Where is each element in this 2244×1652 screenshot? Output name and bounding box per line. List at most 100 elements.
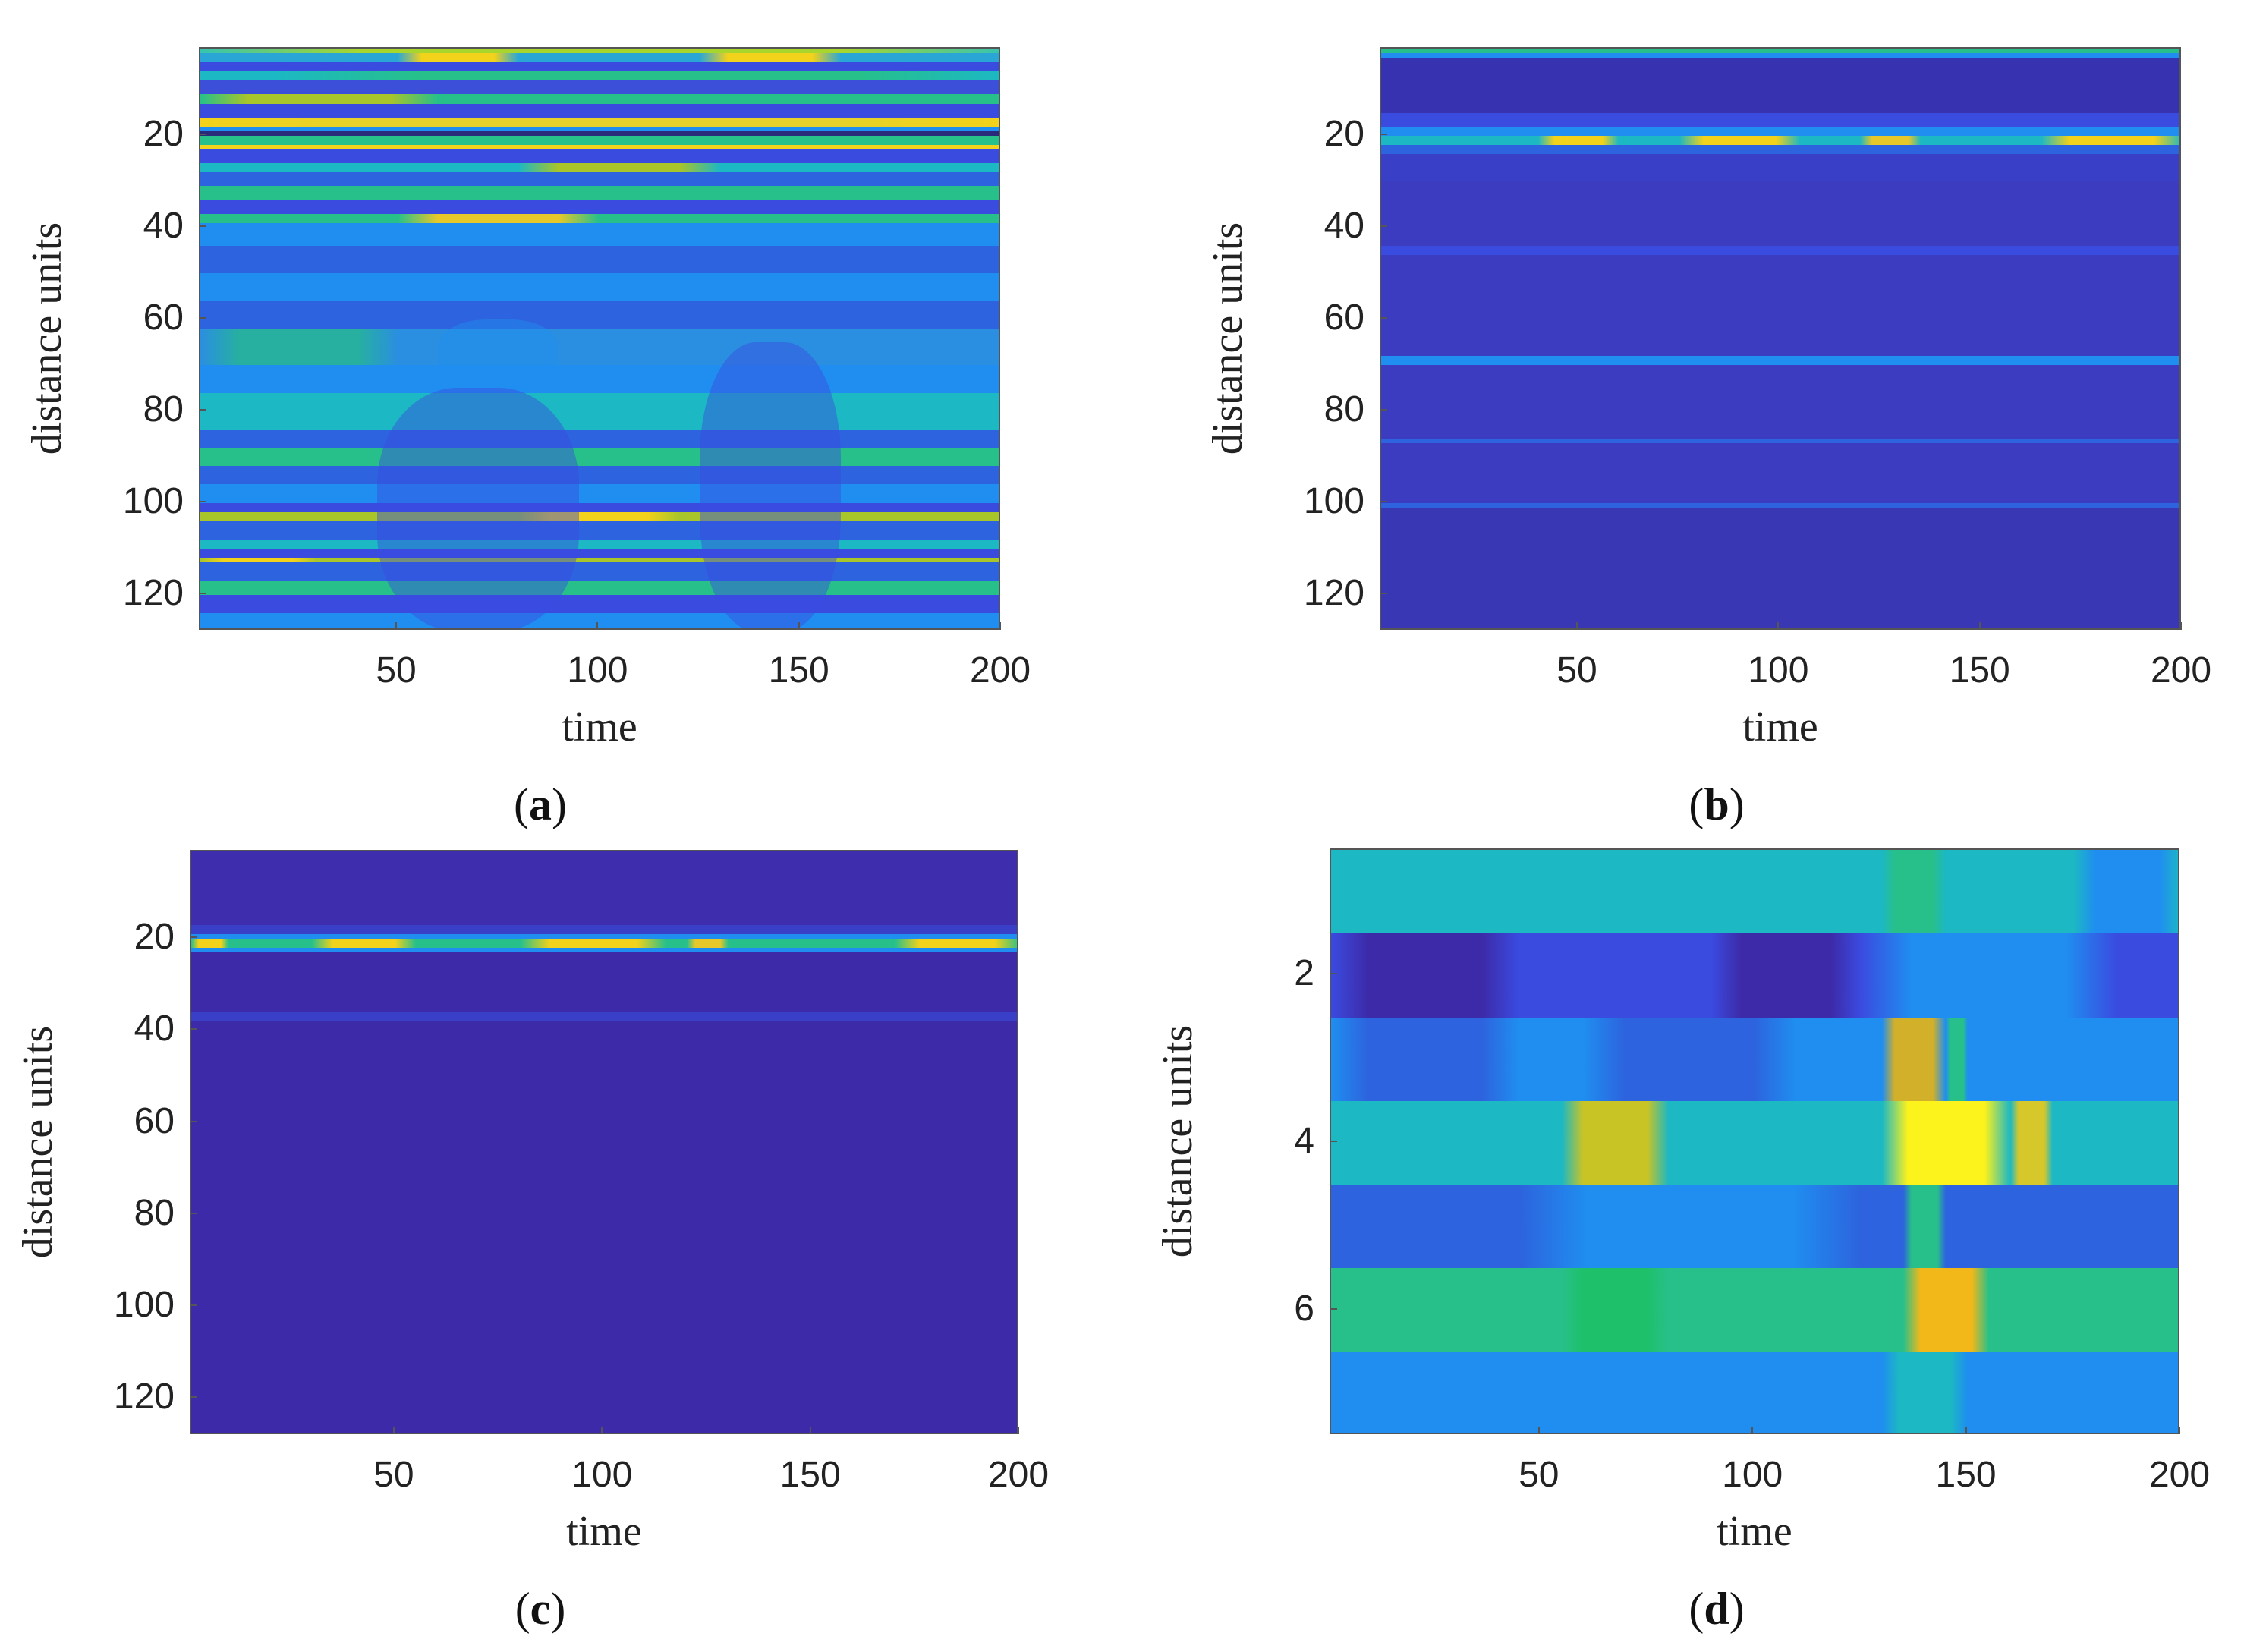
heatmap-row	[1381, 246, 2179, 256]
heatmap-cell	[700, 53, 841, 63]
heatmap-row	[1331, 1268, 2178, 1352]
y-tick-label: 20	[1323, 113, 1364, 154]
heatmap-row	[200, 540, 999, 549]
heatmap-row	[200, 135, 999, 145]
x-tick-mark	[596, 622, 599, 630]
x-tick-mark	[1576, 622, 1578, 630]
heatmap-cell	[1711, 933, 1861, 1018]
heatmap-row	[1381, 255, 2179, 357]
heatmap-cell	[1561, 1268, 1669, 1352]
y-tick-mark	[1330, 1307, 1337, 1310]
y-axis-label: distance units	[1204, 222, 1251, 455]
x-tick-mark	[1978, 622, 1981, 630]
heatmap-cell	[2041, 135, 2179, 145]
caption-paren-open: (	[515, 1584, 530, 1634]
x-tick-label: 100	[567, 650, 628, 691]
x-tick-mark	[999, 622, 1001, 630]
x-tick-mark	[1965, 1427, 1967, 1434]
heatmap-row	[1381, 154, 2179, 182]
panel-caption: (c)	[449, 1586, 631, 1632]
y-tick-label: 20	[143, 113, 184, 154]
heatmap-row	[1381, 126, 2179, 136]
y-axis-label: distance units	[24, 222, 71, 455]
y-tick-mark	[190, 1304, 197, 1307]
y-tick-mark	[199, 408, 206, 411]
caption-paren-close: )	[552, 779, 567, 829]
heatmap-row	[191, 851, 1017, 925]
x-tick-mark	[809, 1427, 811, 1434]
x-tick-label: 150	[1935, 1455, 1997, 1495]
y-tick-mark	[199, 500, 206, 502]
heatmap-row	[200, 53, 999, 63]
y-tick-mark	[1380, 316, 1387, 319]
heatmap-row	[200, 103, 999, 118]
heatmap-cell	[2074, 850, 2178, 934]
heatmap-cell	[518, 511, 680, 521]
y-axis-label: distance units	[14, 1025, 61, 1259]
y-tick-label: 2	[1294, 953, 1314, 994]
heatmap-area	[190, 850, 1018, 1434]
heatmap-cell	[520, 939, 666, 949]
y-tick-label: 20	[134, 917, 175, 958]
heatmap-row	[191, 952, 1017, 1013]
heatmap-cell	[276, 71, 999, 81]
y-tick-mark	[1380, 225, 1387, 227]
heatmap-cell	[1561, 1100, 1669, 1185]
caption-paren-close: )	[1729, 779, 1745, 829]
caption-paren-close: )	[550, 1584, 566, 1634]
x-tick-label: 200	[969, 650, 1031, 691]
heatmap-row	[200, 149, 999, 164]
x-tick-label: 200	[987, 1455, 1050, 1495]
heatmap-blob	[377, 388, 579, 628]
heatmap-row	[200, 448, 999, 467]
heatmap-row	[200, 392, 999, 430]
heatmap-row	[1381, 58, 2179, 113]
x-tick-mark	[2179, 1427, 2180, 1434]
x-tick-label: 50	[376, 650, 417, 691]
heatmap-row	[200, 581, 999, 595]
y-tick-mark	[1380, 408, 1387, 411]
heatmap-row	[200, 429, 999, 448]
y-tick-label: 60	[143, 297, 184, 338]
heatmap-cell	[200, 328, 398, 366]
y-tick-mark	[199, 133, 206, 135]
heatmap-row	[200, 365, 999, 393]
heatmap-cell	[1903, 1268, 1989, 1352]
heatmap-cell	[1331, 1017, 1519, 1101]
y-tick-label: 6	[1294, 1288, 1314, 1329]
heatmap-row	[1381, 365, 2179, 439]
heatmap-row	[191, 948, 1017, 953]
x-tick-mark	[395, 622, 398, 630]
y-tick-mark	[190, 1212, 197, 1214]
heatmap-cell	[1882, 1100, 2010, 1185]
x-tick-mark	[1537, 1427, 1540, 1434]
heatmap-cell	[1679, 135, 1800, 145]
x-axis-label: time	[566, 1508, 642, 1555]
heatmap-row	[200, 612, 999, 628]
x-tick-label: 150	[768, 650, 829, 691]
heatmap-cell	[1882, 1351, 1968, 1433]
y-tick-label: 120	[1303, 572, 1364, 613]
heatmap-row	[200, 301, 999, 329]
x-tick-mark	[1751, 1427, 1754, 1434]
heatmap-cell	[191, 939, 229, 949]
heatmap-blob	[700, 342, 841, 628]
heatmap-cell	[1583, 1017, 1797, 1101]
heatmap-cell	[312, 939, 417, 949]
panel-caption: (b)	[1626, 782, 1808, 827]
heatmap-row	[191, 1021, 1017, 1433]
y-tick-label: 100	[113, 1285, 175, 1326]
y-tick-mark	[1380, 592, 1387, 594]
heatmap-row	[200, 484, 999, 503]
heatmap-cell	[1882, 850, 1947, 934]
x-tick-label: 50	[1556, 650, 1597, 691]
x-tick-mark	[798, 622, 800, 630]
heatmap-row	[1381, 439, 2179, 444]
heatmap-row	[1381, 356, 2179, 366]
heatmap-row	[200, 222, 999, 247]
y-tick-mark	[190, 1028, 197, 1031]
heatmap-cell	[518, 163, 720, 173]
x-tick-label: 50	[373, 1455, 414, 1495]
heatmap-row	[1381, 53, 2179, 58]
heatmap-row	[200, 273, 999, 301]
